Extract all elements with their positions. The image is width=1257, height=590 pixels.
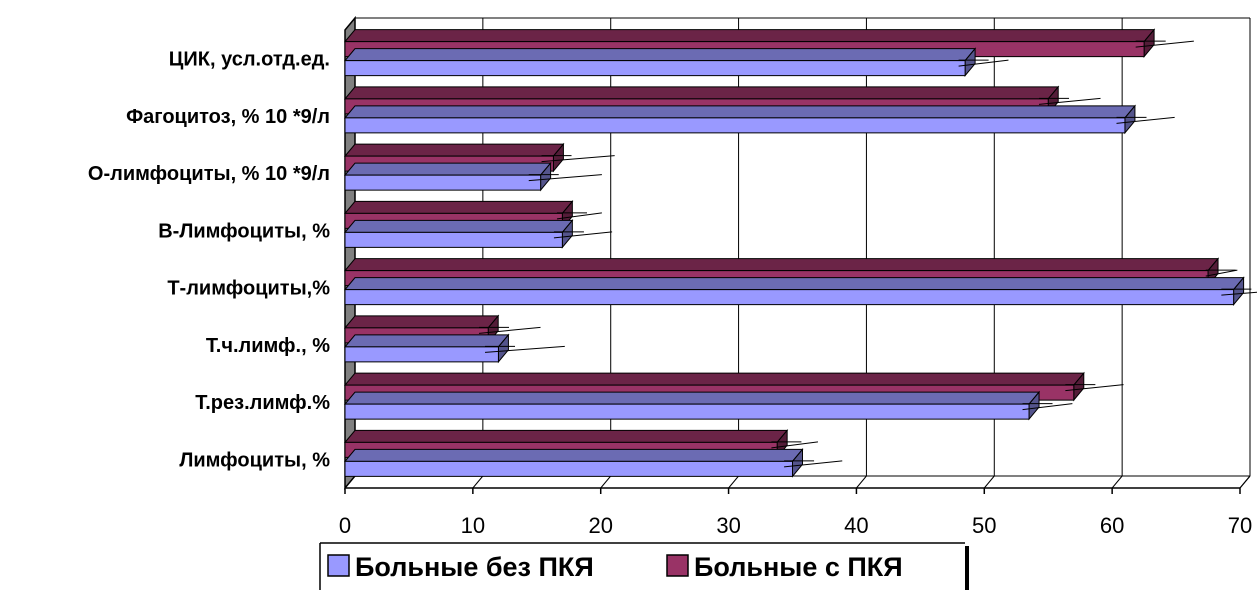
error-bar	[478, 326, 541, 334]
x-tick-label: 60	[1100, 513, 1124, 538]
error-bar	[771, 441, 819, 449]
bar	[343, 447, 843, 478]
category-labels: Лимфоциты, % Т.рез.лимф.% Т.ч.лимф., % Т-ли…	[88, 49, 330, 472]
x-tick-label: 50	[972, 513, 996, 538]
x-ticks	[344, 488, 1241, 494]
legend: Больные без ПКЯ Больные с ПКЯ	[319, 542, 969, 590]
gridline-floor	[1239, 475, 1251, 489]
bar-front-face	[344, 117, 1126, 134]
category-label: О-лимфоциты, % 10 *9/л	[88, 163, 330, 185]
x-tick-label: 0	[339, 513, 351, 538]
bar-front-face	[344, 60, 966, 77]
bar-top-face	[343, 29, 1156, 43]
category-label: Фагоцитоз, % 10 *9/л	[126, 106, 330, 128]
error-bar	[556, 212, 602, 220]
error-bar	[541, 155, 615, 163]
bar-top-face	[343, 105, 1136, 119]
bar-top-face	[343, 372, 1085, 386]
gridline-floor	[983, 475, 995, 489]
category-label: Т.ч.лимф., %	[206, 335, 330, 357]
bar	[343, 104, 1175, 135]
gridline-floor	[856, 475, 867, 489]
bar-top-face	[343, 315, 500, 329]
legend-box	[320, 543, 965, 590]
bar-top-face	[343, 258, 1220, 272]
bar-front-face	[344, 460, 793, 477]
bars	[343, 28, 1257, 478]
bar-front-face	[344, 289, 1235, 306]
bar	[343, 161, 602, 192]
bar-top-face	[343, 277, 1245, 291]
bar-top-face	[343, 200, 574, 214]
error-bar	[1116, 116, 1175, 124]
gridline-floor	[600, 475, 612, 489]
gridline-floor	[728, 475, 739, 489]
bar-top-face	[343, 219, 574, 233]
x-tick-label: 40	[844, 513, 868, 538]
bar	[343, 333, 565, 364]
category-label: Т.рез.лимф.%	[195, 392, 330, 414]
x-tick-label: 30	[716, 513, 740, 538]
bar	[343, 47, 1009, 78]
bar	[343, 218, 613, 249]
x-tick-label: 10	[461, 513, 485, 538]
bar-top-face	[343, 448, 804, 462]
legend-swatch-series-2	[666, 554, 689, 577]
bar-top-face	[343, 48, 977, 62]
category-label: В-Лимфоциты, %	[158, 220, 330, 242]
error-bar	[1065, 384, 1124, 392]
bar-front-face	[344, 174, 542, 191]
bar-top-face	[343, 162, 552, 176]
bar-front-face	[344, 346, 499, 363]
gridline-floor	[472, 475, 484, 489]
error-bar	[1022, 403, 1073, 411]
plot-area	[343, 15, 1257, 494]
category-label: Т-лимфоциты,%	[167, 278, 330, 300]
bar	[343, 390, 1073, 421]
error-bar	[484, 345, 565, 353]
error-bar	[1038, 97, 1101, 105]
x-tick-label: 70	[1228, 513, 1252, 538]
bar-top-face	[343, 143, 565, 157]
bar-top-face	[343, 429, 789, 443]
bar-front-face	[344, 231, 563, 248]
bar-top-face	[343, 86, 1060, 100]
category-label: ЦИК, усл.отд.ед.	[169, 49, 330, 71]
gridline-floor	[1111, 475, 1123, 489]
legend-label-series-1: Больные без ПКЯ	[355, 552, 594, 582]
error-bar	[1205, 269, 1238, 277]
x-tick-label: 20	[588, 513, 612, 538]
legend-swatch-series-1	[327, 554, 350, 577]
x-tick-labels: 0 10 20 30 40 50 60 70	[339, 513, 1252, 538]
error-bar	[528, 174, 602, 182]
error-bar	[784, 460, 843, 468]
bar-front-face	[344, 403, 1030, 420]
error-bar	[1135, 40, 1194, 48]
error-bar	[553, 231, 613, 239]
bar	[343, 276, 1257, 307]
error-bar	[958, 59, 1009, 67]
error-bar	[1221, 291, 1257, 296]
bar-top-face	[343, 334, 510, 348]
bar-top-face	[343, 391, 1041, 405]
category-label: Лимфоциты, %	[179, 449, 330, 471]
legend-label-series-2: Больные с ПКЯ	[694, 552, 903, 582]
